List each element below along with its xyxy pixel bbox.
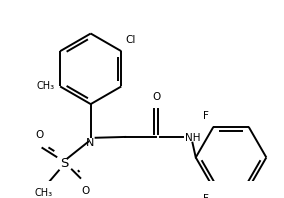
Text: CH₃: CH₃	[34, 188, 52, 198]
Text: NH: NH	[185, 133, 201, 143]
Text: Cl: Cl	[125, 35, 136, 45]
Text: N: N	[86, 138, 94, 148]
Text: F: F	[202, 111, 208, 121]
Text: CH₃: CH₃	[36, 81, 55, 91]
Text: O: O	[152, 92, 160, 102]
Text: F: F	[202, 194, 208, 198]
Text: S: S	[60, 157, 69, 169]
Text: O: O	[82, 186, 90, 196]
Text: O: O	[36, 130, 44, 140]
